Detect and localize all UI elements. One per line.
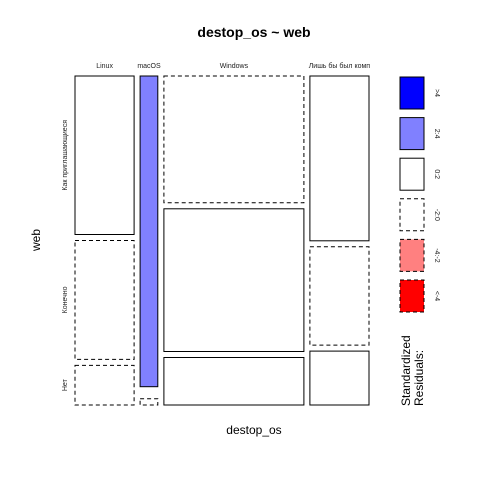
x-tick-macos: macOS — [137, 63, 161, 70]
legend-label-4: -2:0 — [433, 209, 440, 221]
cell-linux-нет — [74, 364, 135, 406]
y-tick-как-приглашающиеся: Как приглашающиеся — [62, 120, 69, 191]
x-tick-лишь-бы-был-комп: Лишь бы был комп — [309, 62, 371, 70]
cell-лишь-бы-был-комп-нет — [309, 350, 370, 406]
legend-key-1 — [399, 76, 425, 110]
y-tick-конечно: Конечно — [62, 286, 69, 313]
legend-key-3 — [399, 157, 425, 191]
cell-windows-как-приглашающиеся — [163, 75, 305, 204]
y-tick-нет: Нет — [62, 378, 69, 391]
legend-key-5 — [399, 238, 425, 272]
legend: >4 2:4 0:2 -2:0 -4:-2 <-4 Standardized Residu… — [399, 76, 440, 406]
legend-key-2 — [399, 117, 425, 151]
legend-keys: >4 2:4 0:2 -2:0 -4:-2 <-4 — [399, 76, 440, 313]
x-tick-labels: Linux macOS Windows Лишь бы был комп — [96, 62, 370, 70]
legend-label-2: 2:4 — [433, 129, 440, 139]
cell-linux-как-приглашающиеся — [74, 75, 135, 235]
legend-title-line1: Standardized — [399, 335, 413, 406]
legend-key-4 — [399, 198, 425, 232]
legend-label-3: 0:2 — [433, 169, 440, 179]
chart-title: destop_os ~ web — [197, 24, 310, 40]
cell-лишь-бы-был-комп-как-приглашающиеся — [309, 75, 370, 242]
y-tick-labels: Как приглашающиеся Конечно Нет — [62, 120, 69, 391]
x-axis-label: destop_os — [226, 423, 281, 437]
cell-macos-нет — [139, 398, 159, 406]
mosaic-cells — [74, 75, 370, 406]
x-tick-windows: Windows — [220, 63, 249, 70]
cell-linux-конечно — [74, 240, 135, 360]
y-axis-label: web — [29, 229, 43, 252]
x-tick-linux: Linux — [96, 63, 113, 70]
legend-key-6 — [399, 279, 425, 313]
cell-windows-нет — [163, 357, 305, 406]
legend-label-1: >4 — [433, 89, 440, 97]
cell-windows-конечно — [163, 208, 305, 352]
legend-label-6: <-4 — [433, 291, 440, 301]
legend-title-line2: Residuals: — [412, 350, 426, 406]
legend-label-5: -4:-2 — [433, 248, 440, 263]
cell-лишь-бы-был-комп-конечно — [309, 246, 370, 346]
cell-macos-как-приглашающиеся — [139, 75, 159, 388]
